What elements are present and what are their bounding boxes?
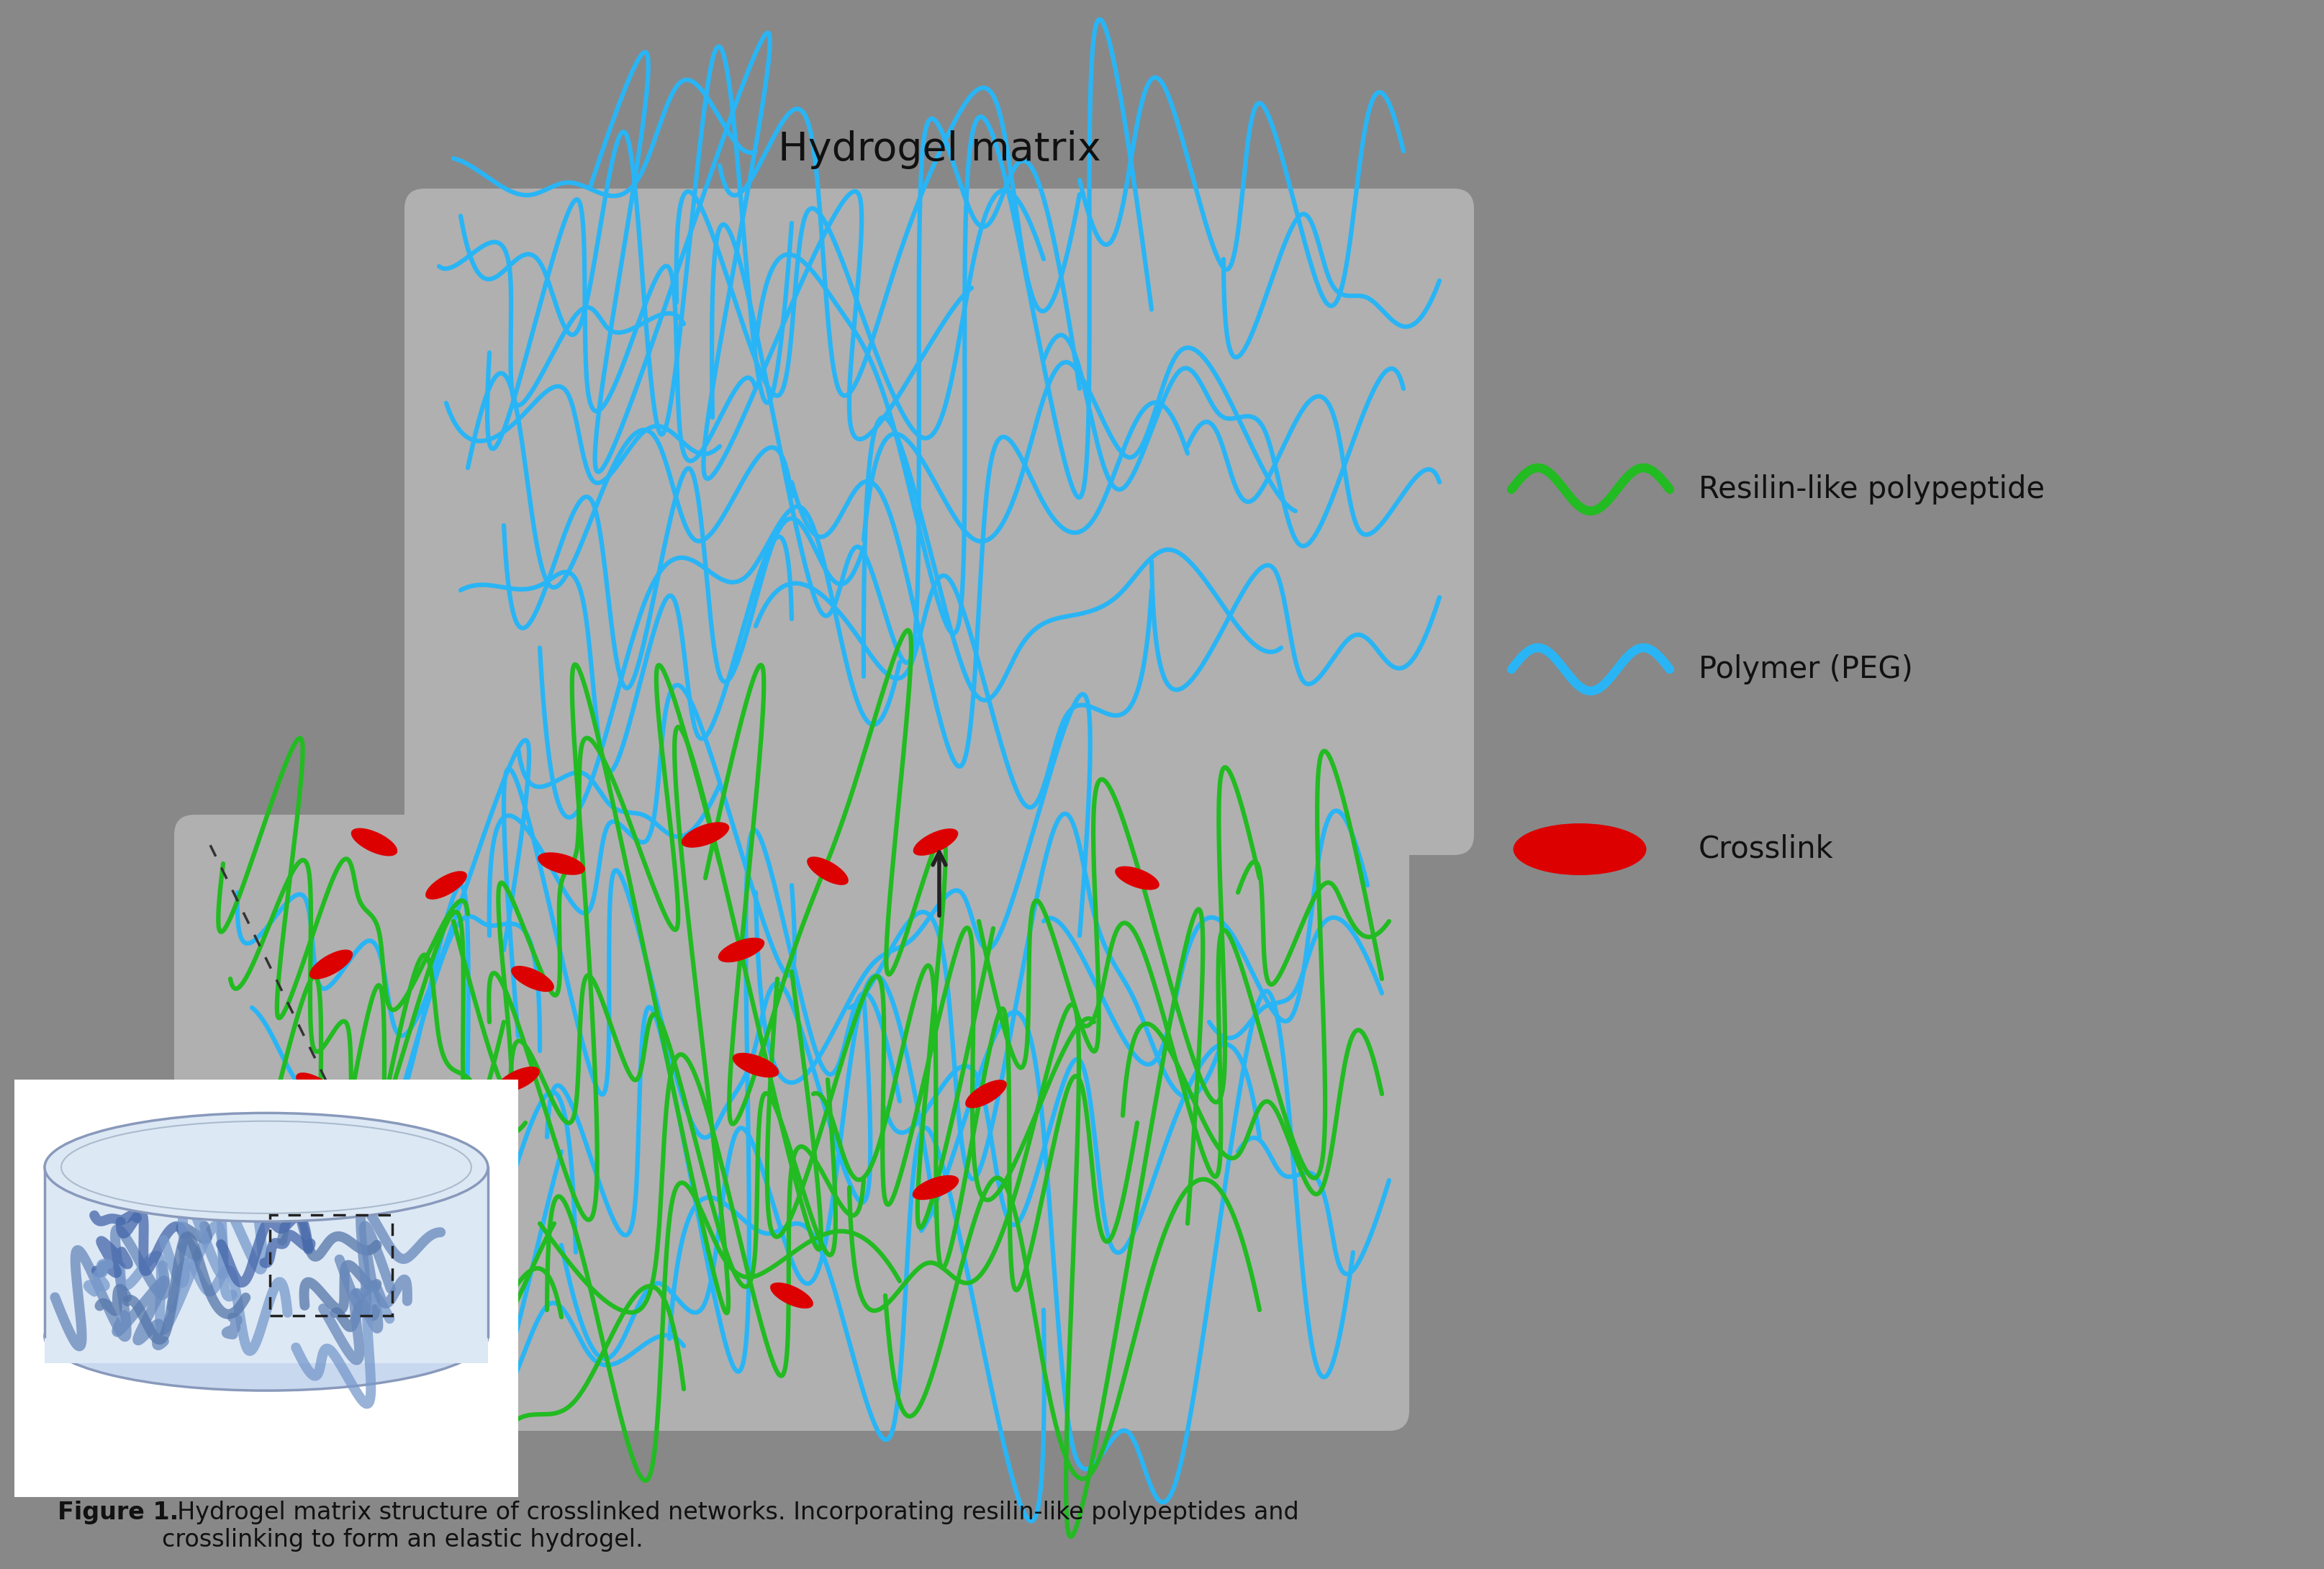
Ellipse shape (769, 1282, 813, 1309)
FancyBboxPatch shape (404, 188, 1473, 855)
Ellipse shape (537, 852, 586, 876)
Ellipse shape (718, 938, 765, 962)
Ellipse shape (44, 1282, 488, 1390)
Ellipse shape (295, 1073, 337, 1101)
Text: Figure 1.: Figure 1. (58, 1500, 179, 1525)
Bar (14, 1079, 518, 1497)
Ellipse shape (911, 1175, 957, 1200)
Ellipse shape (425, 871, 467, 899)
Ellipse shape (1513, 824, 1645, 876)
Ellipse shape (732, 1053, 779, 1078)
Text: Hydrogel matrix: Hydrogel matrix (779, 130, 1102, 169)
Ellipse shape (395, 1189, 439, 1214)
Text: Polymer (PEG): Polymer (PEG) (1699, 654, 1913, 684)
Ellipse shape (806, 857, 848, 885)
Ellipse shape (511, 967, 553, 992)
FancyBboxPatch shape (44, 1167, 488, 1363)
Bar (270, 1214, 393, 1316)
Ellipse shape (309, 949, 353, 979)
Ellipse shape (681, 822, 730, 847)
Ellipse shape (44, 1112, 488, 1222)
FancyBboxPatch shape (174, 814, 1408, 1431)
Ellipse shape (1116, 866, 1160, 890)
Text: Resilin-like polypeptide: Resilin-like polypeptide (1699, 474, 2045, 505)
Ellipse shape (913, 828, 957, 855)
Text: Crosslink: Crosslink (1699, 835, 1834, 865)
Ellipse shape (351, 828, 397, 857)
Text: Hydrogel matrix structure of crosslinked networks. Incorporating resilin-like po: Hydrogel matrix structure of crosslinked… (163, 1500, 1299, 1552)
Ellipse shape (964, 1079, 1006, 1108)
Ellipse shape (497, 1067, 539, 1092)
Ellipse shape (411, 1296, 453, 1324)
